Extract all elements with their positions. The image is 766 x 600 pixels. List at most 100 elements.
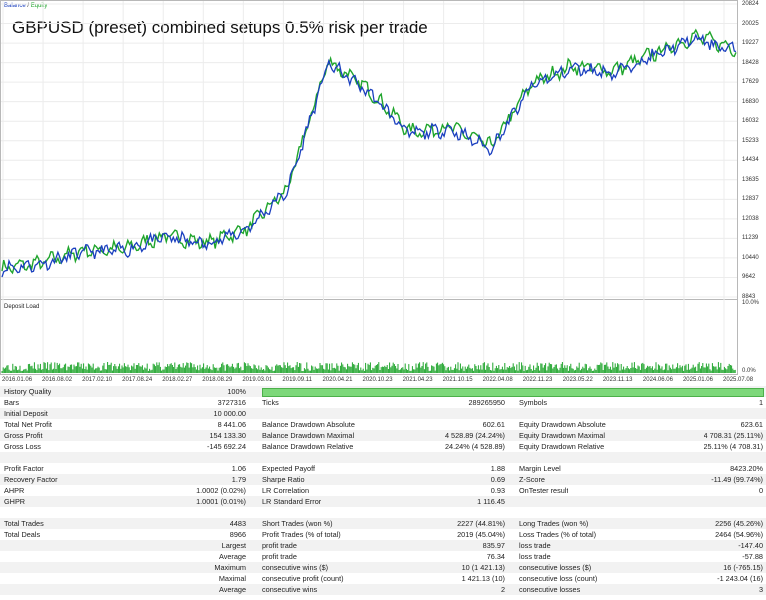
stat-value: 3 xyxy=(758,585,763,594)
legend-separator: / xyxy=(25,3,31,9)
stat-value: 1 421.13 (10) xyxy=(461,574,505,583)
x-tick-label: 2019.09.11 xyxy=(282,377,312,383)
stat-value: 8 441.06 xyxy=(217,420,246,429)
x-tick-label: 2021.04.23 xyxy=(402,377,433,383)
stat-label: Ticks xyxy=(262,398,279,407)
x-tick-label: 2018.02.27 xyxy=(162,377,193,383)
stat-label: Balance Drawdown Relative xyxy=(262,442,354,451)
stat-label: Balance Drawdown Absolute xyxy=(262,420,355,429)
stat-label: profit trade xyxy=(262,541,297,550)
stats-row xyxy=(0,507,766,518)
stats-row: Largest profit trade 835.97 loss trade -147.… xyxy=(0,540,766,551)
x-tick-label: 2024.06.06 xyxy=(642,377,673,383)
stat-label: OnTester result xyxy=(519,486,569,495)
stat-value: 835.97 xyxy=(482,541,505,550)
deposit-load-label: Deposit Load xyxy=(4,304,40,310)
stat-value: 1.0002 (0.02%) xyxy=(196,486,246,495)
stat-label: consecutive wins ($) xyxy=(262,563,329,572)
stat-label: consecutive profit (count) xyxy=(262,574,344,583)
stat-label: Z-Score xyxy=(519,475,545,484)
stats-row: Total Trades 4483 Short Trades (won %) 2227… xyxy=(0,518,766,529)
stat-value: 24.24% (4 528.89) xyxy=(444,442,505,451)
stat-value: 1.88 xyxy=(490,464,505,473)
stat-label: Profit Trades (% of total) xyxy=(262,530,341,539)
stat-value: 1 116.45 xyxy=(477,497,505,506)
y-tick-label: 20824 xyxy=(742,1,759,7)
stat-label: consecutive loss (count) xyxy=(519,574,598,583)
stats-row: Total Net Profit 8 441.06 Balance Drawdown… xyxy=(0,419,766,430)
stats-row: Bars 3727316 Ticks 289265950 Symbols 1 xyxy=(0,397,766,408)
stat-label: History Quality xyxy=(4,387,52,396)
stat-value: 16 (-765.15) xyxy=(723,563,763,572)
stat-value: 1.06 xyxy=(231,464,246,473)
stat-label: Sharpe Ratio xyxy=(262,475,305,484)
stat-label: loss trade xyxy=(519,552,551,561)
stat-value: 2019 (45.04%) xyxy=(457,530,505,539)
stats-row: Profit Factor 1.06 Expected Payoff 1.88 Marg… xyxy=(0,463,766,474)
stat-label: Balance Drawdown Maximal xyxy=(262,431,355,440)
y-tick-label: 12837 xyxy=(742,196,759,203)
x-tick-label: 2018.08.29 xyxy=(202,377,233,383)
stat-value: 2 xyxy=(500,585,505,594)
stat-value: 0.93 xyxy=(490,486,505,495)
stat-label: consecutive wins xyxy=(262,585,318,594)
stat-label: consecutive losses ($) xyxy=(519,563,592,572)
stats-row xyxy=(0,452,766,463)
stat-label: Profit Factor xyxy=(4,464,44,473)
stat-label: Gross Profit xyxy=(4,431,43,440)
stat-label: Total Net Profit xyxy=(4,420,52,429)
stats-row: Gross Profit 154 133.30 Balance Drawdown M… xyxy=(0,430,766,441)
stats-row: AHPR 1.0002 (0.02%) LR Correlation 0.93 OnTe… xyxy=(0,485,766,496)
stat-value: -11.49 (99.74%) xyxy=(711,475,763,484)
y-tick-label: 14434 xyxy=(742,157,759,164)
stat-label: Recovery Factor xyxy=(4,475,58,484)
stat-label: Margin Level xyxy=(519,464,561,473)
stat-label: GHPR xyxy=(4,497,26,506)
stat-label: Equity Drawdown Maximal xyxy=(519,431,605,440)
stat-label: loss trade xyxy=(519,541,551,550)
y-tick-label: 11239 xyxy=(742,235,759,242)
stat-value: 3727316 xyxy=(217,398,246,407)
x-tick-label: 2016.08.02 xyxy=(42,377,73,383)
x-tick-label: 2022.11.23 xyxy=(522,377,553,383)
x-tick-label: 2019.03.01 xyxy=(242,377,273,383)
y-tick-label: 16830 xyxy=(742,98,759,105)
stat-value: 10 000.00 xyxy=(213,409,246,418)
y-tick-label: 20025 xyxy=(742,20,759,27)
legend-balance: Balance xyxy=(4,3,26,9)
stat-value: 4483 xyxy=(229,519,246,528)
stats-row: History Quality 100% xyxy=(0,386,766,397)
stat-label: Equity Drawdown Absolute xyxy=(519,420,606,429)
stat-value: 0.69 xyxy=(490,475,505,484)
stat-label: LR Standard Error xyxy=(262,497,322,506)
stat-value: 2464 (54.96%) xyxy=(715,530,763,539)
stat-label: LR Correlation xyxy=(262,486,310,495)
stats-row: Average consecutive wins 2 consecutive loss… xyxy=(0,584,766,595)
stat-value: -145 692.24 xyxy=(207,442,246,451)
x-tick-label: 2025.07.08 xyxy=(723,377,754,383)
stat-label: Long Trades (won %) xyxy=(519,519,589,528)
stat-value: 0 xyxy=(758,486,763,495)
stat-value: 289265950 xyxy=(468,398,505,407)
y-tick-label: 18428 xyxy=(742,59,759,66)
stat-value: 4 528.89 (24.24%) xyxy=(444,431,505,440)
series-balance-line xyxy=(1,33,737,278)
stat-value: 1.79 xyxy=(231,475,246,484)
stat-label: Expected Payoff xyxy=(262,464,316,473)
stat-value: 8423.20% xyxy=(730,464,763,473)
stat-value: 1.0001 (0.01%) xyxy=(196,497,246,506)
y-tick-label: 15233 xyxy=(742,137,759,144)
stat-value: Maximum xyxy=(214,563,246,572)
stat-label: Equity Drawdown Relative xyxy=(519,442,605,451)
stat-value: 4 708.31 (25.11%) xyxy=(703,431,764,440)
x-tick-label: 2020.04.21 xyxy=(322,377,353,383)
stat-value: Average xyxy=(218,552,246,561)
y-tick-label: 13635 xyxy=(742,176,759,183)
y-tick-label: 12038 xyxy=(742,215,759,222)
y-tick-label: 16032 xyxy=(742,118,759,125)
x-tick-label: 2022.04.08 xyxy=(482,377,513,383)
stats-row: Recovery Factor 1.79 Sharpe Ratio 0.69 Z-Sco… xyxy=(0,474,766,485)
stats-row: Maximal consecutive profit (count) 1 421.1… xyxy=(0,573,766,584)
x-tick-label: 2021.10.15 xyxy=(442,377,473,383)
stat-label: Initial Deposit xyxy=(4,409,48,418)
